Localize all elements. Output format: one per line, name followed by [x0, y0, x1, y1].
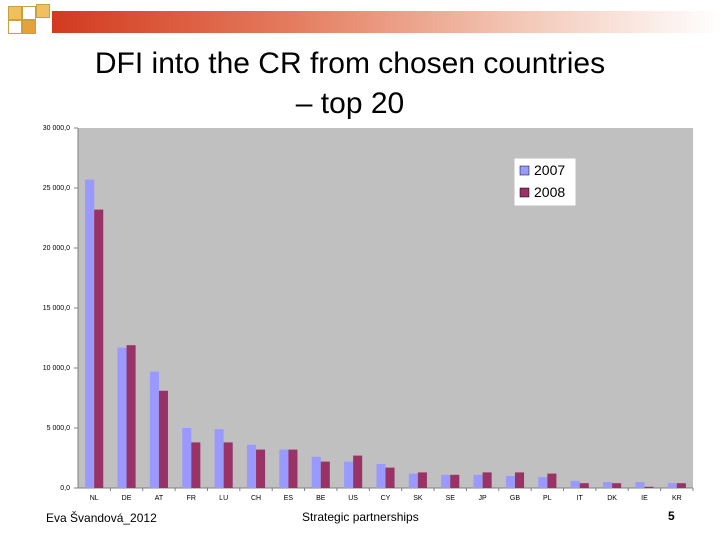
- footer-author: Eva Švandová_2012: [46, 511, 157, 525]
- x-tick-label: IE: [641, 495, 648, 502]
- bar-2007-SK: [408, 473, 418, 488]
- decor-square: [36, 4, 50, 18]
- x-tick-label: FR: [187, 495, 196, 502]
- bar-2008-FR: [191, 442, 201, 488]
- y-tick-label: 15 000,0: [43, 305, 70, 312]
- bar-2008-IE: [644, 486, 654, 488]
- bar-2008-NL: [94, 209, 104, 488]
- bar-2007-DK: [603, 482, 613, 488]
- legend-swatch-2008: [519, 187, 530, 198]
- x-tick-label: PL: [543, 495, 552, 502]
- bar-2007-JP: [473, 474, 483, 488]
- x-tick-label: SK: [413, 495, 423, 502]
- bar-2007-AT: [149, 371, 159, 488]
- bar-2008-AT: [158, 390, 168, 488]
- decor-square: [22, 20, 36, 34]
- bar-2007-LU: [214, 429, 224, 488]
- bar-2007-SE: [441, 474, 451, 488]
- x-tick-label: KR: [672, 495, 682, 502]
- bar-2008-US: [353, 455, 363, 488]
- bar-2008-KR: [676, 483, 686, 488]
- x-tick-label: CH: [251, 495, 261, 502]
- slide-title-line-1: DFI into the CR from chosen countries: [94, 47, 606, 80]
- x-tick-label: NL: [90, 495, 99, 502]
- x-tick-label: IT: [577, 495, 584, 502]
- x-tick-label: LU: [219, 495, 228, 502]
- x-tick-label: AT: [155, 495, 164, 502]
- x-tick-label: DK: [607, 495, 617, 502]
- bar-2007-KR: [667, 483, 677, 488]
- slide-title: DFI into the CR from chosen countries – …: [30, 44, 670, 124]
- page-number: 5: [668, 509, 675, 523]
- x-tick-label: US: [348, 495, 358, 502]
- bar-2007-IE: [635, 482, 645, 488]
- slide-title-line-2: – top 20: [295, 87, 405, 120]
- bar-2007-ES: [279, 449, 289, 488]
- bar-2007-GB: [505, 476, 515, 488]
- y-tick-label: 5 000,0: [47, 425, 70, 432]
- x-tick-label: CY: [381, 495, 391, 502]
- x-tick-label: BE: [316, 495, 326, 502]
- bar-2008-IT: [579, 483, 589, 488]
- footer-topic: Strategic partnerships: [302, 510, 419, 524]
- x-tick-label: GB: [510, 495, 520, 502]
- bar-2007-IT: [570, 480, 580, 488]
- decor-square: [8, 20, 22, 34]
- decor-square: [22, 6, 36, 20]
- bar-2007-CH: [246, 444, 257, 488]
- bar-2008-SK: [417, 472, 427, 488]
- bar-2007-BE: [311, 456, 321, 488]
- bar-2007-US: [344, 461, 354, 488]
- bar-2008-LU: [223, 442, 233, 488]
- bar-2008-BE: [320, 461, 330, 488]
- legend-swatch-2007: [519, 165, 530, 176]
- y-tick-label: 20 000,0: [43, 245, 70, 252]
- bar-chart: 0,0 5 000,0 10 000,0 15 000,0 20 000,0 25 000…: [43, 125, 694, 502]
- legend-label-2007: 2007: [534, 162, 565, 178]
- bar-2008-CH: [256, 449, 266, 488]
- x-tick-label: SE: [446, 495, 456, 502]
- y-tick-label: 25 000,0: [43, 185, 70, 192]
- bar-2007-DE: [117, 347, 127, 488]
- legend: 2007 2008: [513, 157, 577, 207]
- x-tick-label: ES: [284, 495, 294, 502]
- legend-label-2008: 2008: [534, 184, 565, 200]
- decor-square: [8, 6, 22, 20]
- header-gradient-band: [52, 11, 720, 33]
- bar-2007-NL: [85, 179, 95, 488]
- bar-2008-SE: [450, 474, 460, 488]
- bar-2008-ES: [288, 449, 298, 488]
- bar-2008-GB: [514, 472, 525, 488]
- bar-2007-PL: [538, 477, 548, 488]
- y-tick-label: 30 000,0: [43, 125, 70, 132]
- plot-area: [78, 128, 693, 488]
- bar-2007-CY: [376, 464, 386, 488]
- bar-2008-JP: [482, 472, 492, 488]
- x-tick-label: DE: [122, 495, 132, 502]
- bar-2007-FR: [182, 428, 192, 488]
- y-tick-label: 0,0: [60, 485, 70, 492]
- y-tick-label: 10 000,0: [43, 365, 70, 372]
- bar-2008-PL: [547, 473, 557, 488]
- bar-2008-DK: [612, 483, 622, 488]
- bar-2008-DE: [126, 345, 136, 488]
- x-tick-label: JP: [479, 495, 488, 502]
- bar-2008-CY: [385, 467, 395, 488]
